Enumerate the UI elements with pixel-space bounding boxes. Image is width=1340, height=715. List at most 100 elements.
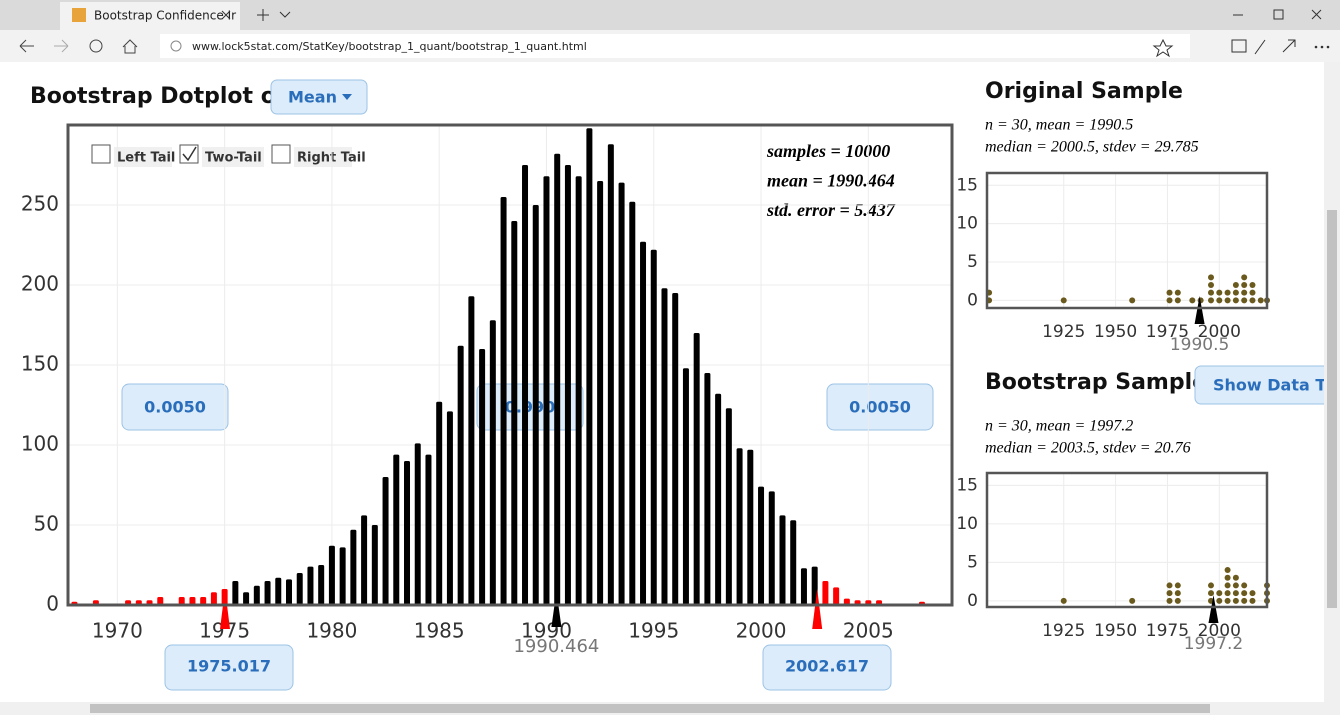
tab[interactable] bbox=[60, 2, 240, 30]
dot bbox=[1232, 590, 1239, 597]
tab-title: Bootstrap Confidence Ir bbox=[94, 9, 236, 23]
y-tick-label: 0 bbox=[967, 591, 978, 611]
dot bbox=[1060, 597, 1067, 604]
bar bbox=[715, 393, 722, 605]
data-table-button[interactable] bbox=[1194, 365, 1340, 405]
proportion-box[interactable] bbox=[121, 383, 229, 431]
bar bbox=[500, 197, 507, 605]
bar bbox=[532, 205, 539, 605]
y-tick-label: 10 bbox=[956, 514, 978, 534]
forward[interactable] bbox=[54, 39, 69, 53]
bar bbox=[704, 373, 711, 605]
tab-icon bbox=[72, 8, 86, 22]
favorite[interactable] bbox=[1152, 38, 1174, 58]
y-tick-label: 100 bbox=[21, 432, 59, 456]
bar bbox=[479, 349, 486, 605]
dot bbox=[1216, 289, 1223, 296]
bar bbox=[371, 525, 378, 605]
y-tick-label: 150 bbox=[21, 352, 59, 376]
dot bbox=[1216, 297, 1223, 304]
tail-checkbox[interactable] bbox=[179, 144, 199, 164]
bar bbox=[693, 333, 700, 605]
bootstrap-stat: median = 2003.5, stdev = 20.76 bbox=[985, 440, 1191, 457]
more bbox=[1326, 45, 1330, 49]
bar bbox=[543, 176, 550, 605]
bar bbox=[404, 461, 411, 605]
dot bbox=[1166, 590, 1173, 597]
bar bbox=[232, 581, 239, 605]
hub[interactable] bbox=[1231, 39, 1247, 53]
x-tick-label: 1925 bbox=[1042, 621, 1085, 641]
bar bbox=[833, 587, 840, 605]
share[interactable] bbox=[1282, 39, 1296, 53]
new-tab[interactable] bbox=[257, 9, 269, 21]
proportion: 0.0050 bbox=[144, 398, 206, 417]
close[interactable] bbox=[1311, 9, 1322, 20]
h-scroll-thumb[interactable] bbox=[90, 704, 1210, 713]
dot bbox=[1232, 297, 1239, 304]
tail-checkbox[interactable] bbox=[91, 144, 111, 164]
statistic-dropdown[interactable] bbox=[270, 79, 368, 115]
bar bbox=[318, 565, 325, 605]
x-tick-label: 1925 bbox=[1042, 322, 1085, 342]
bar bbox=[339, 547, 346, 605]
bar bbox=[811, 566, 818, 605]
dot bbox=[1249, 289, 1256, 296]
bar bbox=[758, 486, 765, 605]
bar bbox=[607, 144, 614, 605]
bar bbox=[650, 249, 657, 606]
bar bbox=[393, 454, 400, 605]
x-tick-label: 1995 bbox=[628, 619, 679, 643]
url-field[interactable] bbox=[160, 34, 1190, 58]
bar bbox=[361, 515, 368, 605]
dot bbox=[1129, 597, 1136, 604]
refresh[interactable] bbox=[89, 39, 103, 53]
back[interactable] bbox=[19, 39, 34, 53]
bootstrap-heading: Bootstrap Sample bbox=[985, 370, 1207, 395]
more[interactable] bbox=[1314, 45, 1318, 49]
dot bbox=[1216, 590, 1223, 597]
dot bbox=[1241, 289, 1248, 296]
proportion-box[interactable] bbox=[826, 383, 934, 431]
y-tick-label: 5 bbox=[967, 252, 978, 272]
interval-box[interactable] bbox=[164, 644, 294, 691]
tail-label-bg bbox=[202, 147, 264, 167]
tail-checkbox[interactable] bbox=[271, 144, 291, 164]
tail-label-bg bbox=[114, 147, 172, 167]
interval-box[interactable] bbox=[762, 644, 892, 691]
bar bbox=[275, 577, 282, 605]
bar bbox=[843, 598, 850, 605]
maximize[interactable] bbox=[1273, 9, 1284, 20]
original-heading: Original Sample bbox=[985, 79, 1183, 104]
v-scroll-thumb[interactable] bbox=[1327, 210, 1337, 608]
heading: Bootstrap Dotplot of bbox=[30, 84, 286, 109]
stat: std. error = 5.437 bbox=[766, 200, 896, 220]
dot bbox=[1249, 590, 1256, 597]
tab-close[interactable] bbox=[221, 10, 231, 20]
dot bbox=[1241, 274, 1248, 281]
bar bbox=[489, 320, 496, 605]
dot bbox=[1174, 597, 1181, 604]
stat: samples = 10000 bbox=[766, 141, 890, 161]
notes[interactable] bbox=[1254, 39, 1266, 55]
dot bbox=[1249, 297, 1256, 304]
tail-label-bg bbox=[294, 147, 352, 167]
y-tick-label: 200 bbox=[21, 272, 59, 296]
dot bbox=[1241, 297, 1248, 304]
y-tick-label: 0 bbox=[967, 290, 978, 310]
tab-list[interactable] bbox=[279, 11, 291, 18]
x-tick-label: 1950 bbox=[1094, 322, 1137, 342]
dot bbox=[1241, 582, 1248, 589]
dot bbox=[1224, 574, 1231, 581]
home[interactable] bbox=[122, 39, 138, 54]
mean-marker bbox=[1194, 296, 1205, 324]
y-tick-label: 10 bbox=[956, 214, 978, 234]
mean-marker bbox=[551, 591, 562, 627]
dot bbox=[1224, 289, 1231, 296]
dot bbox=[1232, 289, 1239, 296]
statistic: Mean bbox=[288, 88, 337, 107]
dot bbox=[1174, 582, 1181, 589]
proportion: 0.990 bbox=[505, 398, 556, 417]
mean-label: 1997.2 bbox=[1184, 634, 1243, 654]
y-tick-label: 15 bbox=[956, 475, 978, 495]
